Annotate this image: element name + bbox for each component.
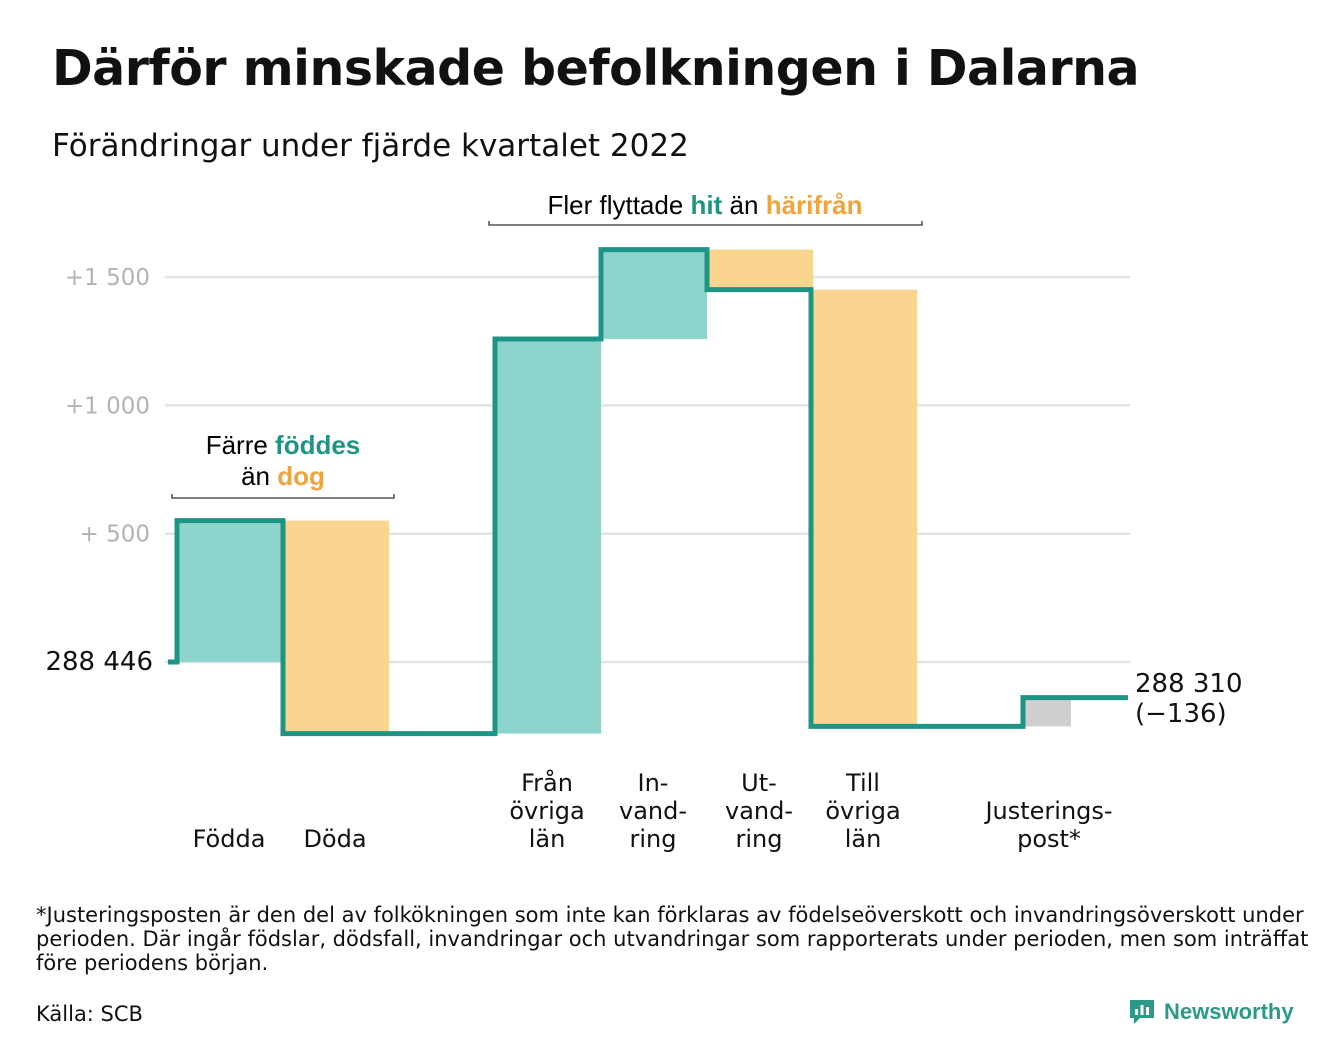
chart-subtitle: Förändringar under fjärde kvartalet 2022 [52, 128, 689, 164]
brand-logo: Newsworthy [1128, 998, 1294, 1026]
category-label: ring [736, 825, 783, 853]
category-label: post* [1017, 825, 1081, 853]
category-label: ring [630, 825, 677, 853]
category-label: Justerings- [983, 797, 1112, 825]
bar-4 [601, 249, 707, 339]
brand-name: Newsworthy [1164, 999, 1294, 1024]
footnote: *Justeringsposten är den del av folkökni… [36, 903, 1309, 975]
category-label: Från [521, 768, 573, 797]
annotation-moved: Fler flyttade hit än härifrån [547, 190, 862, 220]
step-line [168, 247, 1128, 737]
category-label: vand- [725, 797, 793, 825]
annotation-born-line1: Färre föddes [206, 430, 361, 460]
y-tick-label: +1 000 [65, 393, 150, 419]
bar-6 [811, 289, 917, 727]
bracket-born [171, 494, 395, 499]
y-tick-label: + 500 [80, 522, 150, 548]
net-change-label: (−136) [1135, 699, 1227, 729]
y-tick-label: +1 500 [65, 265, 150, 291]
category-label: Döda [303, 825, 366, 853]
bar-5 [707, 249, 813, 290]
bar-1 [177, 520, 283, 662]
source-label: Källa: SCB [36, 1002, 143, 1026]
y-tick-labels: +1 500 +1 000 + 500 [65, 265, 150, 548]
chart-title: Därför minskade befolkningen i Dalarna [52, 40, 1140, 97]
category-label: län [529, 825, 566, 853]
category-label: In- [638, 769, 669, 797]
end-value-label: 288 310 [1135, 669, 1243, 699]
newsworthy-logo-icon [1130, 1000, 1154, 1024]
bar-2 [283, 520, 389, 734]
bracket-moved [488, 221, 923, 226]
category-label: Till [845, 769, 880, 797]
category-label: Födda [193, 825, 266, 853]
category-label: Ut- [741, 769, 777, 797]
category-label: vand- [619, 797, 687, 825]
bar-7 [1023, 697, 1071, 727]
annotation-born-line2: än dog [241, 461, 325, 491]
category-labels: Födda DödaFrånövrigalänIn-vand-ringUt-van… [193, 768, 1113, 853]
bars [177, 249, 1071, 734]
bar-3 [495, 338, 601, 734]
category-label: övriga [825, 797, 900, 825]
category-label: län [845, 825, 882, 853]
category-label: övriga [509, 797, 584, 825]
start-value-label: 288 446 [45, 647, 153, 677]
